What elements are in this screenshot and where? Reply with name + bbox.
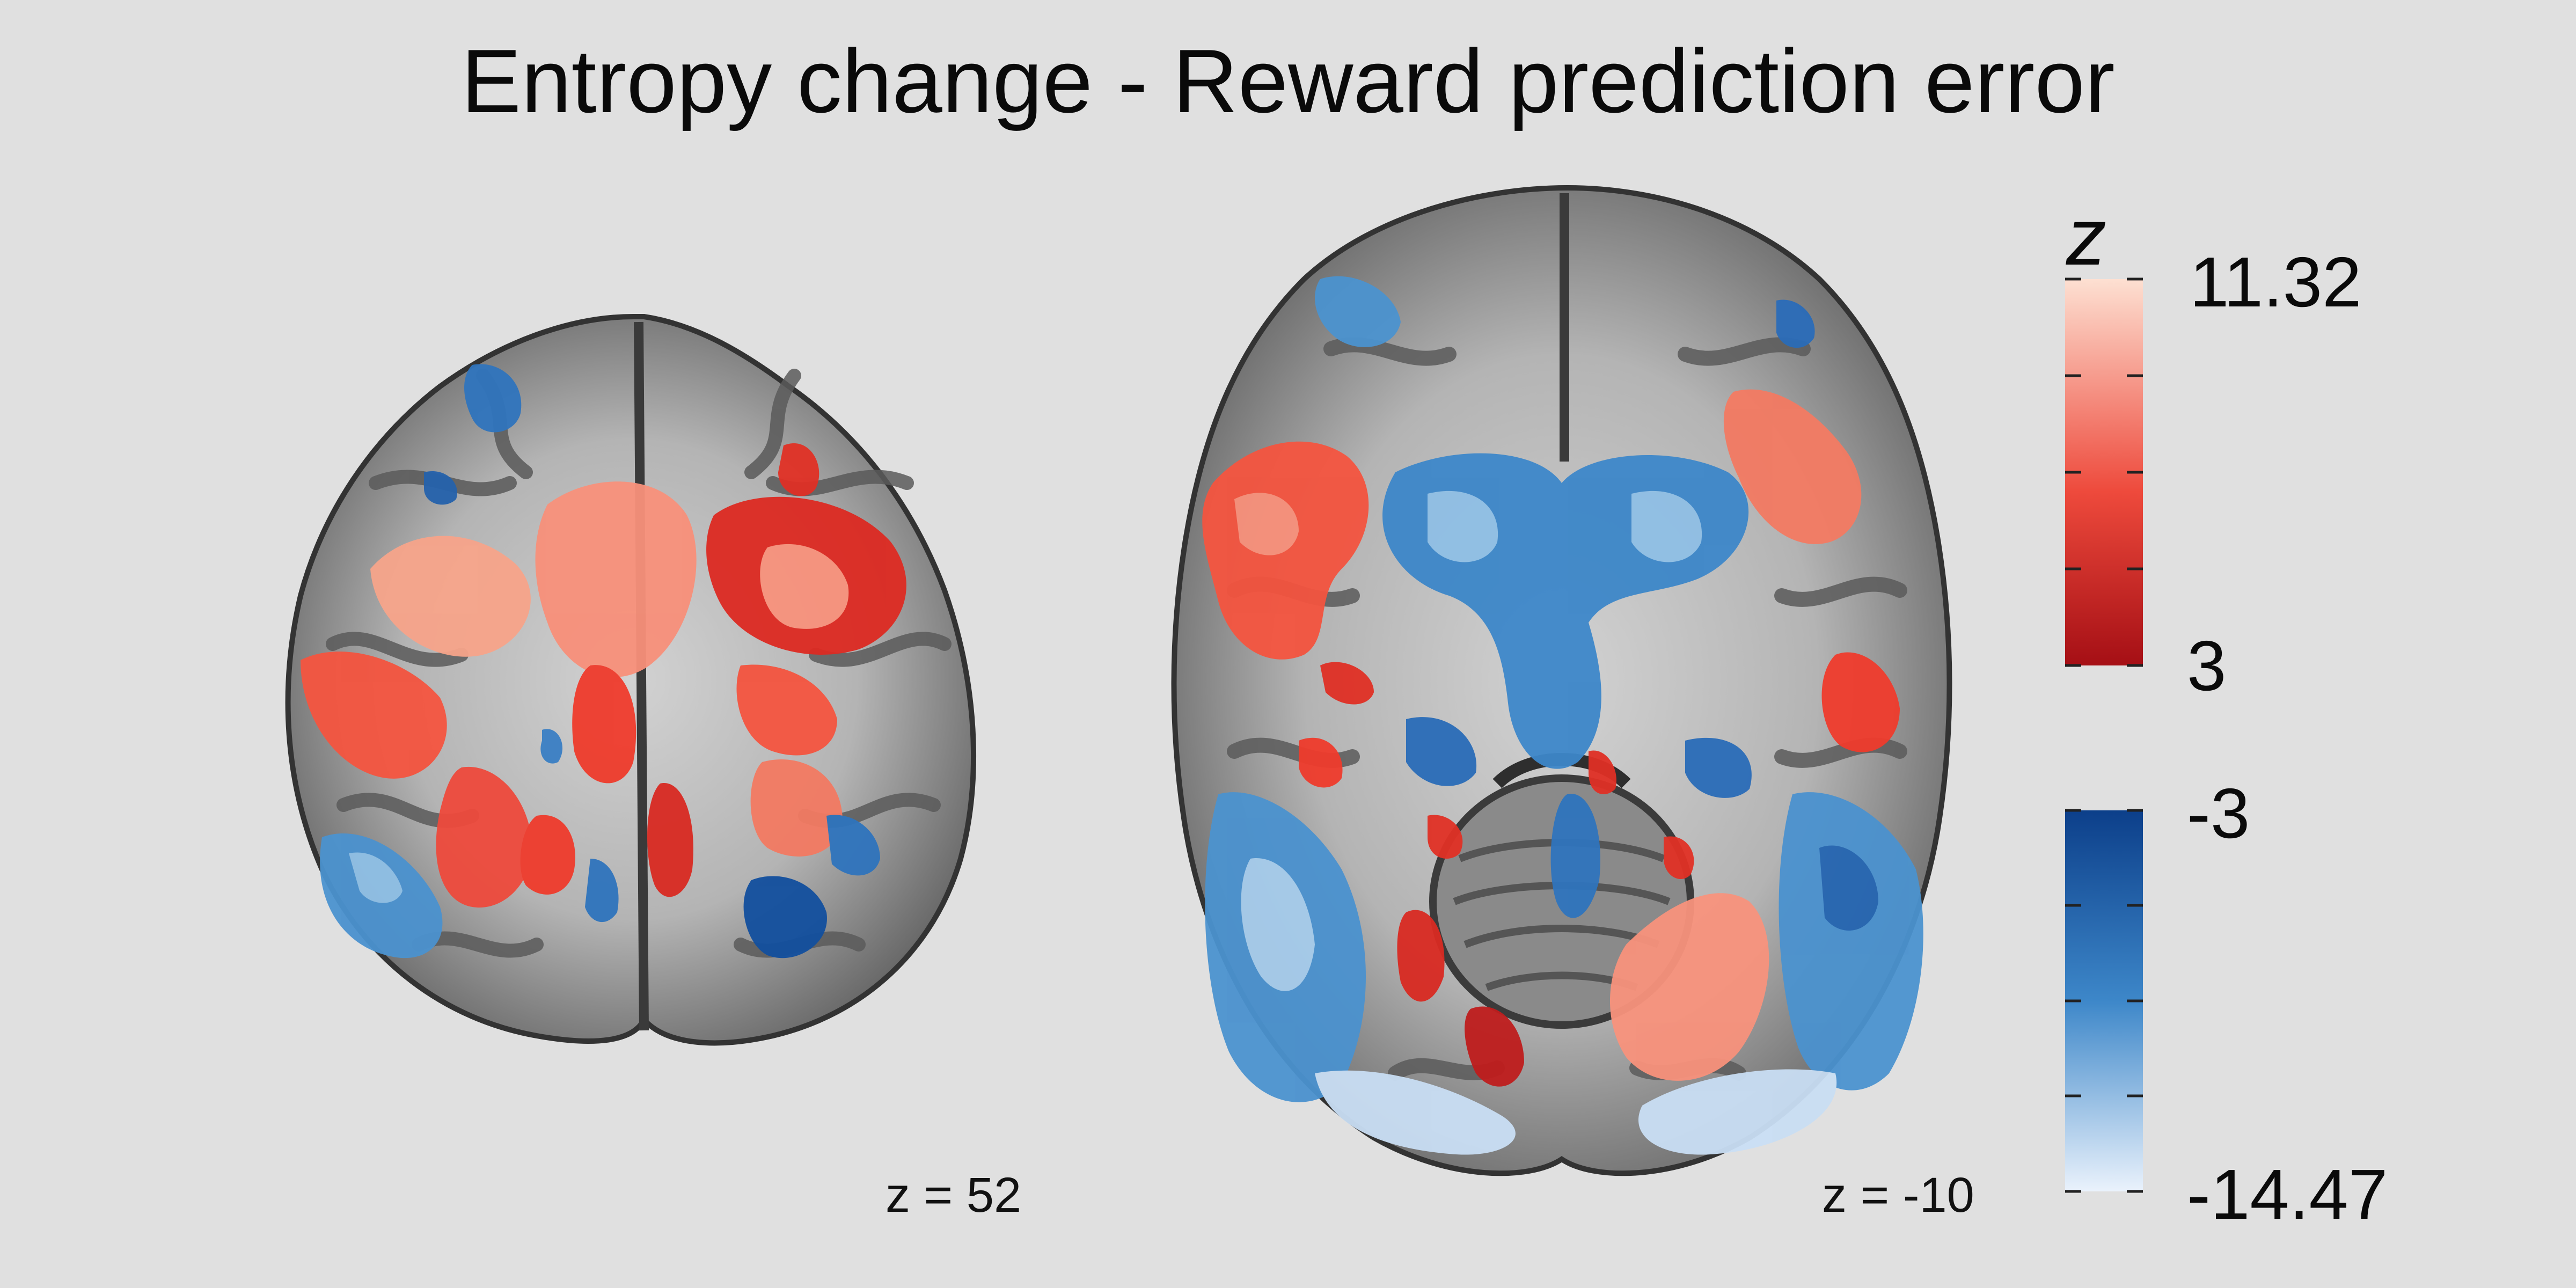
colorbar-ticks	[2065, 277, 2143, 1193]
slice-label-left: z = 52	[885, 1168, 1022, 1223]
colorbar-neg-max: -3	[2187, 774, 2250, 853]
colorbar-pos-min: 3	[2187, 626, 2227, 705]
colorbar-pos-max: 11.32	[2190, 243, 2362, 321]
colorbar	[2065, 277, 2143, 1193]
slice-label-right: z = -10	[1822, 1168, 1974, 1223]
figure-title: Entropy change - Reward prediction error	[461, 31, 2115, 131]
brain-slice-right	[1171, 185, 1952, 1176]
colorbar-symbol: z	[2066, 192, 2106, 282]
colorbar-neg-min: -14.47	[2187, 1155, 2388, 1234]
brain-slice-left	[285, 314, 976, 1046]
